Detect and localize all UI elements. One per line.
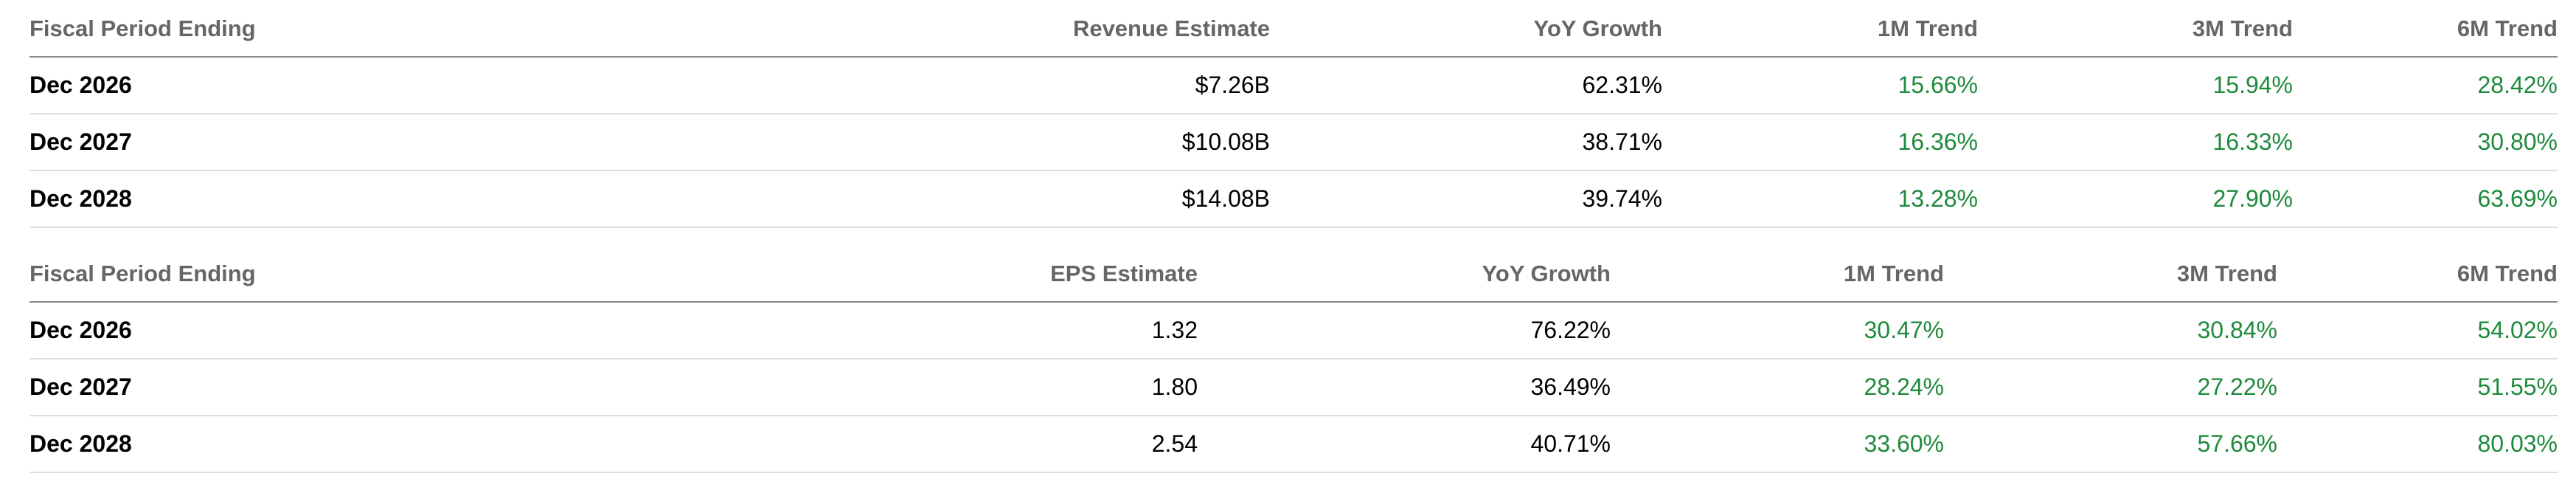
trend-3m-cell: 16.33%	[1978, 114, 2293, 171]
eps-estimate-cell: 1.80	[369, 359, 1198, 416]
revenue-estimates-table: Fiscal Period Ending Revenue Estimate Yo…	[29, 1, 2558, 228]
trend-1m-cell: 30.47%	[1611, 302, 1944, 359]
trend-6m-cell: 63.69%	[2293, 171, 2558, 228]
table-row: Dec 2028 2.54 40.71% 33.60% 57.66% 80.03…	[29, 416, 2558, 473]
table-header-row: Fiscal Period Ending Revenue Estimate Yo…	[29, 1, 2558, 58]
eps-estimate-cell: 1.32	[369, 302, 1198, 359]
period-cell: Dec 2027	[29, 114, 369, 171]
period-cell: Dec 2028	[29, 171, 369, 228]
trend-6m-cell: 51.55%	[2277, 359, 2558, 416]
trend-1m-cell: 15.66%	[1662, 57, 1978, 114]
column-header-6m-trend[interactable]: 6M Trend	[2277, 247, 2558, 303]
yoy-growth-cell: 39.74%	[1270, 171, 1662, 228]
yoy-growth-cell: 40.71%	[1198, 416, 1611, 473]
yoy-growth-cell: 76.22%	[1198, 302, 1611, 359]
trend-6m-cell: 80.03%	[2277, 416, 2558, 473]
period-cell: Dec 2027	[29, 359, 369, 416]
table-row: Dec 2026 1.32 76.22% 30.47% 30.84% 54.02…	[29, 302, 2558, 359]
yoy-growth-cell: 38.71%	[1270, 114, 1662, 171]
trend-1m-cell: 13.28%	[1662, 171, 1978, 228]
trend-6m-cell: 54.02%	[2277, 302, 2558, 359]
trend-1m-cell: 33.60%	[1611, 416, 1944, 473]
column-header-revenue-estimate[interactable]: Revenue Estimate	[369, 1, 1270, 58]
trend-3m-cell: 15.94%	[1978, 57, 2293, 114]
trend-3m-cell: 27.90%	[1978, 171, 2293, 228]
column-header-3m-trend[interactable]: 3M Trend	[1978, 1, 2293, 58]
trend-6m-cell: 28.42%	[2293, 57, 2558, 114]
trend-6m-cell: 30.80%	[2293, 114, 2558, 171]
column-header-3m-trend[interactable]: 3M Trend	[1944, 247, 2277, 303]
trend-1m-cell: 16.36%	[1662, 114, 1978, 171]
column-header-eps-estimate[interactable]: EPS Estimate	[369, 247, 1198, 303]
period-cell: Dec 2026	[29, 302, 369, 359]
eps-estimate-cell: 2.54	[369, 416, 1198, 473]
table-row: Dec 2026 $7.26B 62.31% 15.66% 15.94% 28.…	[29, 57, 2558, 114]
revenue-estimate-cell: $10.08B	[369, 114, 1270, 171]
trend-3m-cell: 27.22%	[1944, 359, 2277, 416]
eps-estimates-table: Fiscal Period Ending EPS Estimate YoY Gr…	[29, 247, 2558, 473]
period-cell: Dec 2026	[29, 57, 369, 114]
yoy-growth-cell: 62.31%	[1270, 57, 1662, 114]
trend-3m-cell: 30.84%	[1944, 302, 2277, 359]
revenue-estimate-cell: $14.08B	[369, 171, 1270, 228]
column-header-yoy-growth[interactable]: YoY Growth	[1198, 247, 1611, 303]
trend-3m-cell: 57.66%	[1944, 416, 2277, 473]
table-header-row: Fiscal Period Ending EPS Estimate YoY Gr…	[29, 247, 2558, 303]
table-row: Dec 2027 $10.08B 38.71% 16.36% 16.33% 30…	[29, 114, 2558, 171]
column-header-fiscal-period[interactable]: Fiscal Period Ending	[29, 1, 369, 58]
yoy-growth-cell: 36.49%	[1198, 359, 1611, 416]
period-cell: Dec 2028	[29, 416, 369, 473]
column-header-fiscal-period[interactable]: Fiscal Period Ending	[29, 247, 369, 303]
column-header-6m-trend[interactable]: 6M Trend	[2293, 1, 2558, 58]
column-header-yoy-growth[interactable]: YoY Growth	[1270, 1, 1662, 58]
column-header-1m-trend[interactable]: 1M Trend	[1662, 1, 1978, 58]
table-row: Dec 2027 1.80 36.49% 28.24% 27.22% 51.55…	[29, 359, 2558, 416]
trend-1m-cell: 28.24%	[1611, 359, 1944, 416]
revenue-estimate-cell: $7.26B	[369, 57, 1270, 114]
column-header-1m-trend[interactable]: 1M Trend	[1611, 247, 1944, 303]
table-row: Dec 2028 $14.08B 39.74% 13.28% 27.90% 63…	[29, 171, 2558, 228]
